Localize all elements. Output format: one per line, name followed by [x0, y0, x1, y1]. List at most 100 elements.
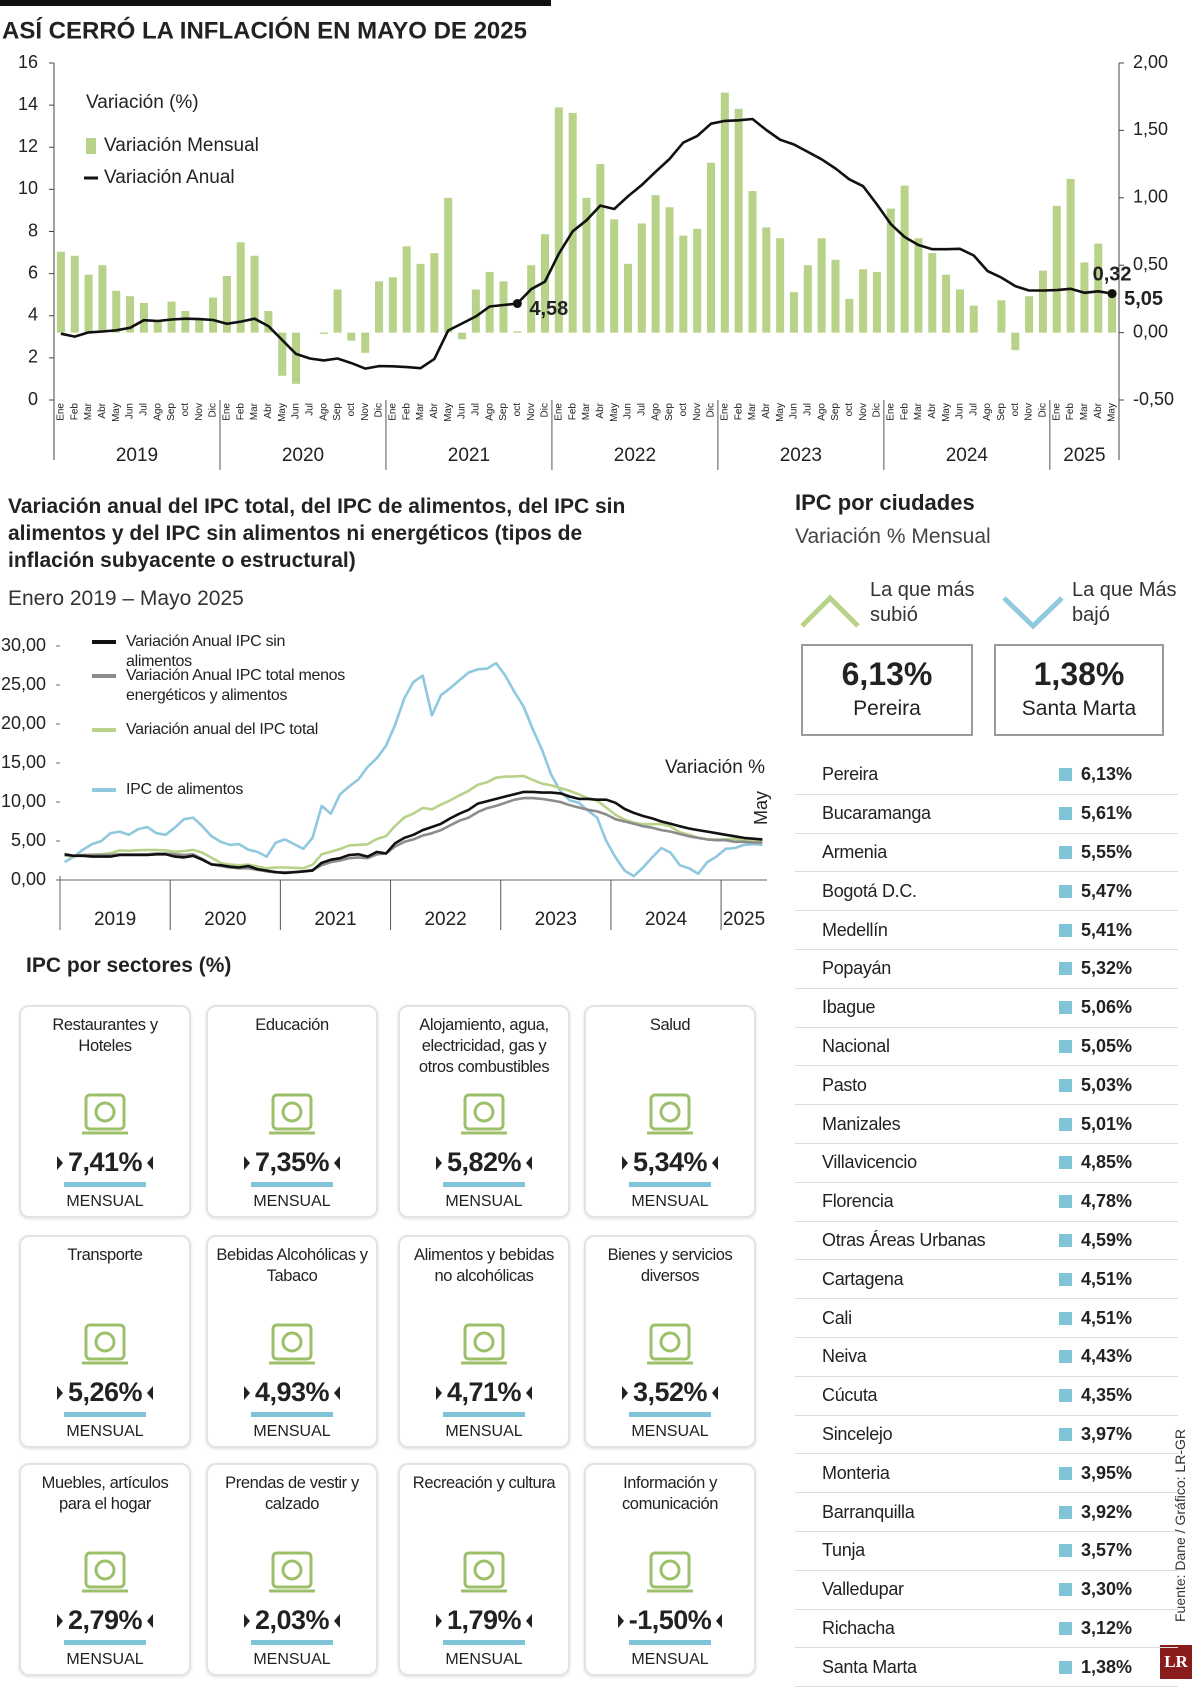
city-value: 3,30%: [1081, 1579, 1133, 1600]
city-row: Otras Áreas Urbanas 4,59%: [795, 1222, 1178, 1261]
city-marker: [1059, 1660, 1072, 1674]
sector-period: MENSUAL: [445, 1193, 523, 1210]
bar: [1011, 332, 1020, 351]
marker-right: [712, 1155, 719, 1170]
bar: [928, 253, 937, 333]
sector-card: Restaurantes y Hoteles 7,41% MENSUAL: [19, 1005, 191, 1218]
x-tick-label: Jun: [623, 403, 634, 419]
city-marker: [1059, 807, 1072, 821]
bar: [513, 331, 522, 333]
sector-value: 7,41%: [67, 1147, 143, 1177]
bar: [942, 274, 951, 333]
city-value: 4,51%: [1081, 1307, 1133, 1328]
city-name: Ibague: [822, 997, 876, 1018]
bar: [458, 332, 467, 340]
sector-card: Alojamiento, agua, electricidad, gas y o…: [398, 1005, 570, 1218]
y-tick-label: 8: [28, 220, 38, 240]
marker-left: [435, 1385, 442, 1400]
y-tick-label: 10,00: [1, 791, 46, 811]
y-tick-label: 30,00: [1, 635, 46, 655]
city-marker: [1059, 768, 1072, 782]
bar: [734, 108, 743, 333]
bar: [347, 332, 356, 341]
sector-value-row: 4,71%: [431, 1377, 537, 1408]
city-row: Cali 4,51%: [795, 1299, 1178, 1338]
x-tick-label: Jul: [470, 403, 481, 416]
x-tick-label: May: [609, 403, 620, 422]
sector-icon: [269, 1323, 315, 1365]
x-tick-label: Feb: [899, 403, 910, 421]
sector-value-row: 7,41%: [52, 1147, 158, 1178]
bar: [540, 234, 550, 333]
sector-icon-box: [261, 1539, 323, 1601]
city-value: 4,35%: [1081, 1385, 1133, 1406]
legend-swatch: [92, 788, 116, 792]
sector-icon: [461, 1093, 507, 1135]
sector-value-row: 2,79%: [52, 1605, 158, 1636]
x-tick-label: Abr: [927, 402, 938, 418]
sector-period: MENSUAL: [66, 1423, 144, 1440]
bar: [139, 302, 148, 333]
sector-icon: [461, 1551, 507, 1593]
marker-right: [334, 1385, 341, 1400]
x-tick-label: Sep: [332, 403, 343, 421]
marker-left: [243, 1155, 250, 1170]
sector-icon-box: [261, 1081, 323, 1143]
sector-icon-box: [261, 1311, 323, 1373]
city-marker: [1059, 1583, 1072, 1597]
x-tick-label: Feb: [1065, 403, 1076, 421]
city-name: Barranquilla: [822, 1501, 915, 1522]
city-name: Bogotá D.C.: [822, 880, 917, 901]
sector-value: 2,79%: [67, 1605, 143, 1635]
city-value: 4,85%: [1081, 1152, 1133, 1173]
city-value: 1,38%: [1081, 1656, 1133, 1677]
city-row: Armenia 5,55%: [795, 834, 1178, 873]
city-row: Ibague 5,06%: [795, 989, 1178, 1028]
sector-name: Restaurantes y Hoteles: [52, 1016, 158, 1055]
value-underline: [629, 1182, 711, 1187]
legend-label: Variación Anual: [104, 167, 235, 188]
value-underline: [443, 1640, 525, 1645]
city-name: Neiva: [822, 1346, 867, 1367]
bar: [209, 297, 218, 333]
sector-icon-box: [74, 1311, 136, 1373]
top-rule: [0, 0, 551, 6]
x-tick-label: Jun: [955, 403, 966, 419]
city-value: 4,78%: [1081, 1191, 1133, 1212]
city-row: Tunja 3,57%: [795, 1532, 1178, 1571]
marker-right: [526, 1613, 533, 1628]
sector-icon-box: [74, 1081, 136, 1143]
bar: [1108, 289, 1117, 333]
sector-name: Alojamiento, agua, electricidad, gas y o…: [418, 1016, 550, 1076]
city-marker: [1059, 1272, 1072, 1286]
year-label: 2019: [116, 445, 158, 466]
sector-value: 1,79%: [446, 1605, 522, 1635]
city-name: Medellín: [822, 919, 888, 940]
city-name: Manizales: [822, 1113, 901, 1134]
marker-right: [716, 1613, 723, 1628]
bar: [859, 269, 868, 333]
cities-title: IPC por ciudades: [795, 490, 975, 515]
value-label: 0,32: [1093, 264, 1132, 286]
bar: [997, 300, 1006, 333]
city-name: Armenia: [822, 841, 887, 862]
marker-left: [56, 1613, 63, 1628]
sector-value-row: 3,52%: [617, 1377, 723, 1408]
city-row: Richacha 3,12%: [795, 1610, 1178, 1649]
x-tick-label: May: [111, 403, 122, 422]
bar: [402, 246, 411, 333]
sector-value: 3,52%: [632, 1377, 708, 1407]
city-name: Nacional: [822, 1035, 890, 1056]
city-value: 5,06%: [1081, 997, 1133, 1018]
value-label: 5,05: [1124, 288, 1163, 310]
city-name: Pereira: [822, 764, 878, 785]
bar: [610, 219, 619, 333]
sector-period: MENSUAL: [66, 1193, 144, 1210]
sector-name: Alimentos y bebidas no alcohólicas: [413, 1246, 555, 1285]
x-tick-label: May: [277, 403, 288, 422]
x-tick-label: Dic: [1038, 403, 1049, 417]
year-label: 2022: [614, 445, 656, 466]
city-row: Florencia 4,78%: [795, 1183, 1178, 1222]
city-marker: [1059, 1544, 1072, 1558]
year-label: 2024: [946, 445, 989, 466]
